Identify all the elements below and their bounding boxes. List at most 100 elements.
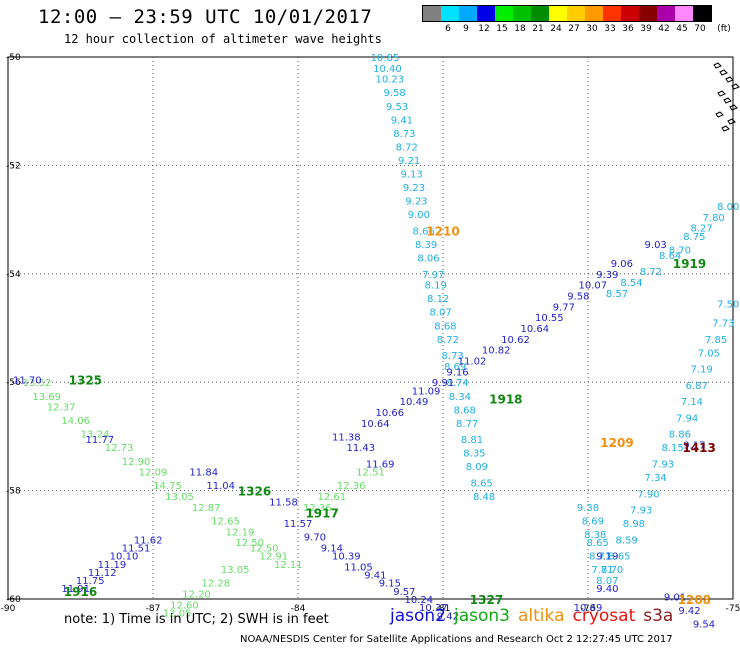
color-scale-label: 12 — [478, 24, 490, 34]
wave-height-label: 8.75 — [683, 232, 705, 243]
wave-height-label: 11.91 — [61, 584, 90, 595]
color-scale-label: 24 — [550, 24, 562, 34]
wave-height-label: 8.35 — [463, 449, 485, 460]
footer-note: note: 1) Time is in UTC; 2) SWH is in fe… — [64, 612, 329, 627]
color-scale-label: 42 — [658, 24, 670, 34]
wave-height-label: 9.38 — [577, 503, 599, 514]
wave-height-label: 12.61 — [318, 492, 347, 503]
color-scale-label: 18 — [514, 24, 526, 34]
page-subtitle: 12 hour collection of altimeter wave hei… — [64, 32, 382, 46]
color-swatch — [423, 6, 441, 21]
wave-height-label: 11.05 — [344, 562, 373, 573]
wave-height-label: 9.16 — [446, 367, 468, 378]
credit-line: NOAA/NESDIS Center for Satellite Applica… — [240, 634, 673, 645]
wave-height-label: 9.13 — [400, 170, 422, 181]
wave-height-label: 9.15 — [379, 579, 401, 590]
color-scale-label: 45 — [676, 24, 688, 34]
wave-height-label: 12.37 — [47, 403, 76, 414]
wave-height-label: 8.39 — [415, 240, 437, 251]
wave-height-label: 9.06 — [611, 259, 633, 270]
color-swatch — [603, 6, 621, 21]
wave-height-label: 8.00 — [717, 202, 739, 213]
pass-time-label: 1210 — [426, 224, 459, 238]
color-scale-label: 70 — [694, 24, 706, 34]
wave-height-label: 7.94 — [676, 413, 698, 424]
color-scale-label: 33 — [604, 24, 616, 34]
legend-item-jason3: jason3 — [454, 606, 510, 626]
legend-item-cryosat: cryosat — [572, 606, 636, 626]
color-swatch — [675, 6, 693, 21]
wave-height-label: 8.27 — [690, 224, 712, 235]
wave-height-label: 7.80 — [703, 213, 725, 224]
pass-time-label: 1327 — [470, 593, 503, 607]
wave-height-label: 14.06 — [61, 416, 90, 427]
color-scale-label: 36 — [622, 24, 634, 34]
wave-height-label: 10.69 — [574, 603, 603, 614]
coastline-fragment — [721, 125, 730, 132]
wave-height-label: 7.73 — [712, 319, 734, 330]
lat-tick-label: -58 — [6, 487, 21, 497]
legend-item-jason2: jason2 — [390, 606, 446, 626]
color-swatch — [477, 6, 495, 21]
coastline-fragment — [727, 118, 736, 125]
wave-height-label: 10.64 — [521, 324, 550, 335]
wave-height-label: 13.52 — [23, 378, 52, 389]
coastline-fragment — [731, 83, 740, 90]
wave-height-label: 7.93 — [630, 506, 652, 517]
coastline-fragment — [713, 62, 722, 69]
wave-height-label: 12.20 — [182, 590, 211, 601]
wave-height-label: 8.81 — [461, 435, 483, 446]
wave-height-label: 13.05 — [221, 565, 250, 576]
wave-height-label: 8.72 — [396, 142, 418, 153]
wave-height-label: 8.69 — [582, 516, 604, 527]
wave-height-label: 11.19 — [98, 560, 127, 571]
wave-height-label: 8.64 — [659, 251, 681, 262]
coastline-fragment — [719, 69, 728, 76]
wave-height-label: 11.70 — [13, 375, 42, 386]
wave-height-label: 11.75 — [76, 576, 105, 587]
wave-height-label: 12.19 — [226, 527, 255, 538]
color-scale-label: 6 — [445, 24, 451, 34]
wave-height-label: 10.24 — [405, 595, 434, 606]
wave-height-label: 12.51 — [356, 468, 385, 479]
wave-height-label: 13.24 — [81, 430, 110, 441]
wave-height-label: 7.34 — [645, 473, 667, 484]
color-swatch — [459, 6, 477, 21]
wave-height-label: 9.42 — [437, 611, 459, 622]
wave-height-label: 8.48 — [473, 492, 495, 503]
wave-height-label: 13.05 — [165, 492, 194, 503]
coastline-fragment — [725, 76, 734, 83]
wave-height-label: 11.51 — [122, 544, 151, 555]
wave-height-label: 8.66 — [413, 226, 435, 237]
wave-height-label: 9.54 — [693, 619, 715, 630]
wave-height-label: 8.68 — [434, 321, 456, 332]
wave-height-label: 8.15 — [661, 443, 683, 454]
wave-height-label: 7.19 — [690, 365, 712, 376]
wave-height-label: 7.14 — [681, 397, 703, 408]
wave-height-label: 9.01 — [664, 592, 686, 603]
color-scale-label: 30 — [586, 24, 598, 34]
color-scale-label: 9 — [463, 24, 469, 34]
coastline-fragment — [717, 90, 726, 97]
wave-height-label: 7.05 — [698, 348, 720, 359]
pass-time-label: 1916 — [64, 585, 97, 599]
wave-height-label: 10.07 — [579, 281, 608, 292]
wave-height-label: 8.86 — [669, 430, 691, 441]
wave-height-label: 9.00 — [408, 210, 430, 221]
wave-height-label: 12.50 — [235, 538, 264, 549]
lon-tick-label: -87 — [146, 604, 161, 614]
wave-height-label: 9.14 — [321, 544, 343, 555]
wave-height-label: 12.87 — [192, 503, 221, 514]
wave-height-label: 11.04 — [206, 481, 235, 492]
wave-height-label: 8.98 — [623, 519, 645, 530]
wave-height-label: 11.38 — [332, 432, 361, 443]
lat-tick-label: -54 — [6, 270, 21, 280]
wave-height-label: 9.53 — [386, 102, 408, 113]
color-scale-label: 27 — [568, 24, 580, 34]
wave-height-label: 10.66 — [376, 408, 405, 419]
wave-height-label: 10.39 — [332, 552, 361, 563]
wave-height-label: 12.90 — [122, 457, 151, 468]
wave-height-label: 9.77 — [553, 302, 575, 313]
color-swatch — [441, 6, 459, 21]
